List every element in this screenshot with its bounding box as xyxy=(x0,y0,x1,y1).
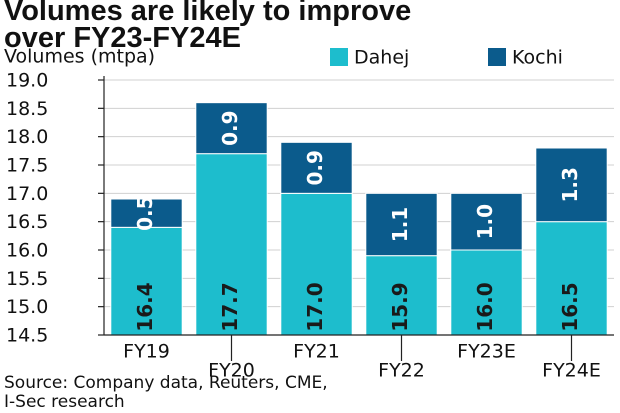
y-tick-label: 18.5 xyxy=(6,98,48,120)
data-label: 17.7 xyxy=(218,282,242,331)
y-tick-label: 15.0 xyxy=(6,296,48,318)
x-tick-label: FY21 xyxy=(293,341,340,363)
data-label: 0.9 xyxy=(218,110,242,145)
y-tick-label: 18.0 xyxy=(6,126,48,148)
y-tick-label: 19.0 xyxy=(6,70,48,92)
data-label: 1.3 xyxy=(558,167,582,202)
y-tick-label: 17.0 xyxy=(6,183,48,205)
x-tick-label: FY22 xyxy=(378,360,425,382)
x-tick-label: FY24E xyxy=(542,360,601,382)
y-tick-label: 16.5 xyxy=(6,211,48,233)
y-tick-label: 17.5 xyxy=(6,155,48,177)
bar-segment xyxy=(110,198,183,228)
y-tick-label: 16.0 xyxy=(6,240,48,262)
data-label: 16.0 xyxy=(473,282,497,331)
bar-segment xyxy=(450,192,523,251)
bar-segment xyxy=(195,102,268,155)
legend-swatch xyxy=(488,48,506,66)
legend-swatch xyxy=(330,48,348,66)
legend-label: Dahej xyxy=(354,47,409,69)
data-label: 1.1 xyxy=(388,207,412,242)
bar-segment xyxy=(365,255,438,336)
x-tick-label: FY19 xyxy=(123,341,170,363)
x-tick-label: FY20 xyxy=(208,360,255,382)
data-label: 17.0 xyxy=(303,282,327,331)
chart-title: Volumes are likely to improve over FY23-… xyxy=(4,0,412,54)
data-label: 0.5 xyxy=(133,195,157,230)
data-label: 0.9 xyxy=(303,150,327,185)
bar-segment xyxy=(280,192,353,336)
bar-segment xyxy=(365,192,438,257)
y-tick-label: 15.5 xyxy=(6,268,48,290)
source-note: Source: Company data, Reuters, CME, I-Se… xyxy=(4,373,328,412)
data-label: 16.5 xyxy=(558,282,582,331)
data-label: 16.4 xyxy=(133,282,157,331)
bar-segment xyxy=(535,147,608,223)
x-tick-label: FY23E xyxy=(457,341,516,363)
bar-segment xyxy=(280,141,353,194)
y-axis-label: Volumes (mtpa) xyxy=(4,46,155,68)
data-label: 1.0 xyxy=(473,204,497,239)
y-tick-label: 14.5 xyxy=(6,325,48,347)
data-label: 15.9 xyxy=(388,282,412,331)
legend-label: Kochi xyxy=(512,47,563,69)
